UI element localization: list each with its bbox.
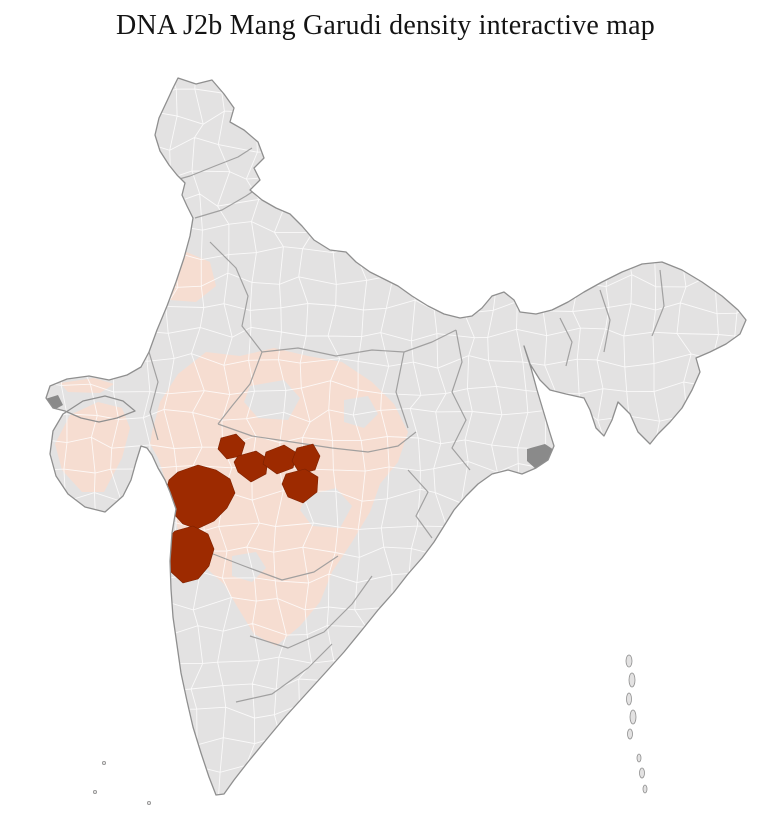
high-density-district[interactable]: [281, 468, 319, 504]
dense-district-patch-west[interactable]: [45, 395, 63, 411]
default-density-inlier[interactable]: [232, 552, 266, 582]
india-coast-outline: [45, 77, 747, 796]
high-density-district[interactable]: [291, 443, 321, 475]
default-density-inlier[interactable]: [300, 488, 352, 528]
low-density-region-kutch[interactable]: [60, 378, 114, 393]
high-density-districts[interactable]: [163, 433, 321, 584]
lakshadweep-islands[interactable]: [93, 761, 151, 806]
andaman-nicobar-islands[interactable]: [625, 654, 648, 794]
high-density-district[interactable]: [233, 450, 269, 483]
high-density-district[interactable]: [262, 444, 298, 475]
page-title: DNA J2b Mang Garudi density interactive …: [116, 10, 655, 41]
default-density-inlier[interactable]: [344, 396, 378, 428]
low-density-region-central[interactable]: [150, 348, 408, 646]
